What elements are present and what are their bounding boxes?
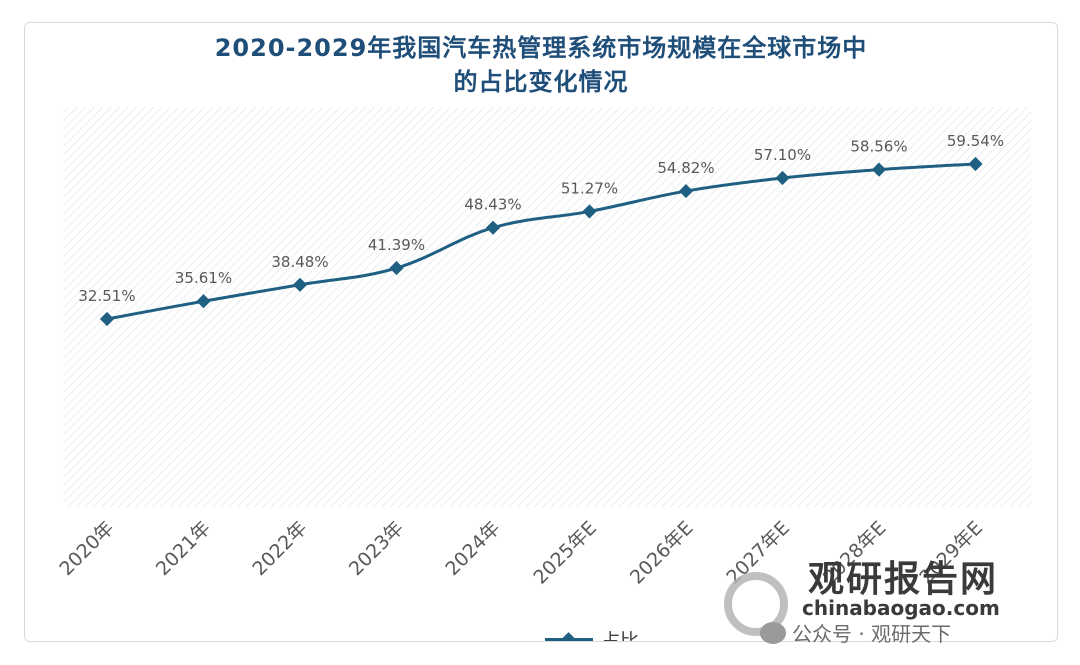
data-point <box>196 294 211 309</box>
data-point <box>775 170 790 186</box>
x-tick-label: 2024年 <box>441 517 504 580</box>
data-label: 32.51% <box>78 287 135 305</box>
data-point <box>871 162 887 177</box>
data-label-layer: 32.51% 35.61% 38.48% 41.39% 48.43% 51.27% 54.8… <box>78 132 1004 305</box>
data-label: 58.56% <box>850 138 907 156</box>
data-label: 38.48% <box>271 253 328 271</box>
x-tick-label: 2027年E <box>722 517 794 589</box>
chart-title: 2020-2029年我国汽车热管理系统市场规模在全球市场中 的占比变化情况 <box>25 31 1057 99</box>
series-layer <box>99 156 983 327</box>
data-point <box>292 277 308 292</box>
x-tick-label: 2020年 <box>55 517 118 580</box>
line-chart: 32.51% 35.61% 38.48% 41.39% 48.43% 51.27% 54.8… <box>55 107 1031 589</box>
data-point <box>968 156 983 172</box>
data-point <box>389 261 404 276</box>
data-point <box>99 311 115 327</box>
x-tick-label: 2023年 <box>345 517 408 580</box>
data-label: 41.39% <box>368 236 425 254</box>
data-label: 48.43% <box>464 196 521 214</box>
data-label: 57.10% <box>754 146 811 164</box>
x-axis-ticks: 2020年 2021年 2022年 2023年 2024年 2025年E 2026年E 202… <box>55 517 987 589</box>
series-line <box>106 162 976 321</box>
x-tick-label: 2029年E <box>915 517 987 589</box>
x-tick-label: 2021年 <box>152 517 215 580</box>
chart-title-line2: 的占比变化情况 <box>453 68 629 96</box>
data-label: 51.27% <box>561 179 618 197</box>
legend: 占比 <box>545 627 640 642</box>
data-label: 54.82% <box>657 159 714 177</box>
legend-label: 占比 <box>601 629 640 642</box>
plot-area <box>63 107 1031 507</box>
data-point <box>485 220 501 235</box>
x-tick-label: 2022年 <box>248 517 311 580</box>
x-tick-label: 2028年E <box>819 517 891 589</box>
x-tick-label: 2025年E <box>529 517 601 589</box>
chart-card: 2020-2029年我国汽车热管理系统市场规模在全球市场中 的占比变化情况 观研… <box>24 22 1058 642</box>
legend-swatch-icon <box>545 637 593 641</box>
data-point <box>678 183 694 199</box>
x-tick-label: 2026年E <box>626 517 698 589</box>
chart-title-line1: 2020-2029年我国汽车热管理系统市场规模在全球市场中 <box>214 34 868 62</box>
data-point <box>582 204 597 219</box>
data-label: 59.54% <box>947 132 1004 150</box>
data-label: 35.61% <box>175 269 232 287</box>
